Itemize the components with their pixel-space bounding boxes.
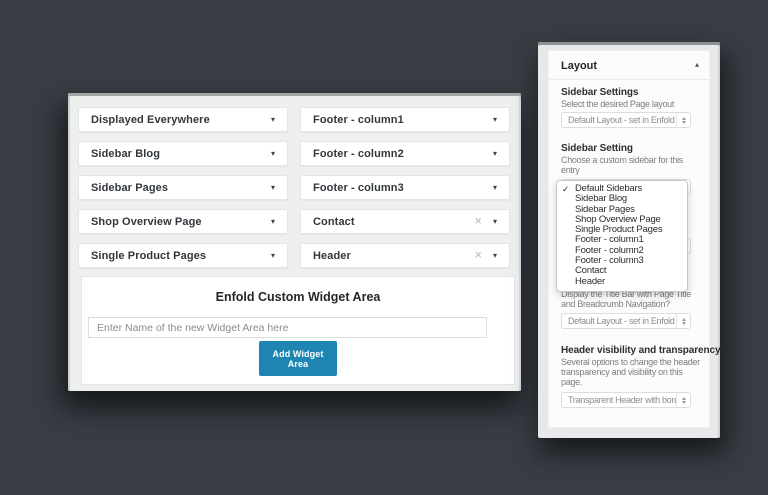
widget-area-label: Footer - column1 [313, 113, 404, 126]
close-icon[interactable]: ✕ [474, 250, 482, 260]
title-bar-description-line1: Display the Title Bar with Page Title [561, 289, 691, 299]
title-bar-select[interactable]: Default Layout - set in Enfold > [561, 313, 691, 329]
new-widget-area-name-input[interactable] [88, 317, 487, 338]
widget-area-label: Header [313, 249, 351, 262]
caret-down-icon: ▾ [492, 250, 497, 260]
add-widget-area-button[interactable]: Add Widget Area [259, 341, 337, 376]
dropdown-item-label: Header [575, 275, 605, 287]
widget-area-label: Sidebar Blog [91, 147, 161, 160]
widget-area-label: Footer - column3 [313, 181, 404, 194]
sidebar-setting-description-line2: entry [561, 165, 580, 175]
widget-area-label: Footer - column2 [313, 147, 404, 160]
caret-down-icon: ▾ [492, 148, 497, 158]
title-bar-select-value: Default Layout - set in Enfold > [568, 316, 676, 326]
widget-area-row-sidebar-blog[interactable]: Sidebar Blog ▾ [78, 141, 288, 166]
dropdown-item-label: Shop Overview Page [575, 213, 661, 225]
widget-area-row-header[interactable]: Header ✕ ▾ [300, 243, 510, 268]
dropdown-item-label: Single Product Pages [575, 224, 663, 236]
dropdown-item-label: Default Sidebars [575, 183, 643, 194]
widget-area-label: Contact [313, 215, 355, 228]
dropdown-item-footer-column2[interactable]: Footer - column2 [557, 244, 687, 256]
widget-area-label: Single Product Pages [91, 249, 207, 262]
dropdown-item-sidebar-pages[interactable]: Sidebar Pages [557, 203, 687, 215]
header-visibility-heading: Header visibility and transparency [561, 345, 721, 356]
dropdown-item-footer-column1[interactable]: Footer - column1 [557, 235, 687, 245]
widget-area-label: Shop Overview Page [91, 215, 202, 228]
header-visibility-description-line2: transparency and visibility on this [561, 367, 683, 377]
widget-area-row-footer-column2[interactable]: Footer - column2 ▾ [300, 141, 510, 166]
widget-area-rows: Displayed Everywhere ▾ Footer - column1 … [78, 107, 510, 268]
caret-down-icon: ▾ [492, 216, 497, 226]
header-transparency-select[interactable]: Transparent Header with border [561, 392, 691, 408]
caret-down-icon: ▾ [492, 114, 497, 124]
check-icon: ✓ [562, 184, 569, 194]
widget-area-label: Sidebar Pages [91, 181, 169, 194]
layout-metabox-title: Layout [561, 60, 598, 72]
dropdown-item-label: Sidebar Pages [575, 203, 635, 215]
caret-down-icon: ▾ [270, 114, 275, 124]
widget-area-label: Displayed Everywhere [91, 113, 210, 126]
dropdown-item-shop-overview-page[interactable]: Shop Overview Page [557, 213, 687, 225]
dropdown-item-label: Contact [575, 265, 607, 277]
sidebar-dropdown-menu: ✓ Default Sidebars Sidebar Blog Sidebar … [556, 180, 688, 292]
dropdown-item-label: Sidebar Blog [575, 193, 627, 205]
layout-metabox-inner: Layout ▴ Sidebar Settings Select the des… [548, 50, 721, 428]
caret-down-icon: ▾ [270, 250, 275, 260]
dropdown-item-single-product-pages[interactable]: Single Product Pages [557, 225, 687, 235]
widget-area-row-single-product-pages[interactable]: Single Product Pages ▾ [78, 243, 288, 268]
widget-area-row-footer-column3[interactable]: Footer - column3 ▾ [300, 175, 510, 200]
stepper-icon [676, 113, 690, 127]
sidebar-settings-description: Select the desired Page layout [561, 99, 675, 109]
custom-widget-area-title: Enfold Custom Widget Area [215, 290, 381, 304]
close-icon[interactable]: ✕ [474, 216, 482, 226]
sidebar-setting-heading: Sidebar Setting [561, 143, 633, 154]
dropdown-item-header[interactable]: Header [557, 275, 687, 287]
title-bar-description-line2: and Breadcrumb Navigation? [561, 299, 670, 309]
caret-down-icon: ▾ [492, 182, 497, 192]
page-layout-select[interactable]: Default Layout - set in Enfold > [561, 112, 691, 128]
sidebar-setting-description-line1: Choose a custom sidebar for this [561, 155, 683, 165]
header-visibility-description-line1: Several options to change the header [561, 357, 700, 367]
dropdown-item-contact[interactable]: Contact [557, 266, 687, 276]
layout-metabox-panel: Layout ▴ Sidebar Settings Select the des… [538, 42, 721, 438]
dropdown-item-label: Footer - column1 [575, 234, 644, 246]
dropdown-item-default-sidebars[interactable]: ✓ Default Sidebars [557, 183, 687, 194]
widget-area-row-displayed-everywhere[interactable]: Displayed Everywhere ▾ [78, 107, 288, 132]
stepper-icon [676, 314, 690, 328]
caret-down-icon: ▾ [270, 148, 275, 158]
caret-down-icon: ▾ [270, 216, 275, 226]
widget-areas-panel: Displayed Everywhere ▾ Footer - column1 … [68, 93, 521, 391]
header-transparency-select-value: Transparent Header with border [568, 395, 676, 405]
dropdown-item-label: Footer - column3 [575, 255, 644, 267]
collapse-caret-icon[interactable]: ▴ [694, 60, 699, 69]
page-layout-select-value: Default Layout - set in Enfold > [568, 115, 676, 125]
dropdown-item-footer-column3[interactable]: Footer - column3 [557, 255, 687, 267]
widget-area-row-shop-overview-page[interactable]: Shop Overview Page ▾ [78, 209, 288, 234]
header-visibility-description-line3: page. [561, 377, 583, 387]
dropdown-item-sidebar-blog[interactable]: Sidebar Blog [557, 194, 687, 204]
divider [549, 79, 709, 80]
caret-down-icon: ▾ [270, 182, 275, 192]
stepper-icon [676, 393, 690, 407]
widget-area-row-footer-column1[interactable]: Footer - column1 ▾ [300, 107, 510, 132]
widget-area-row-sidebar-pages[interactable]: Sidebar Pages ▾ [78, 175, 288, 200]
widget-area-row-contact[interactable]: Contact ✕ ▾ [300, 209, 510, 234]
sidebar-settings-heading: Sidebar Settings [561, 87, 639, 98]
custom-widget-area-box: Enfold Custom Widget Area Add Widget Are… [81, 276, 515, 385]
dropdown-item-label: Footer - column2 [575, 244, 644, 256]
